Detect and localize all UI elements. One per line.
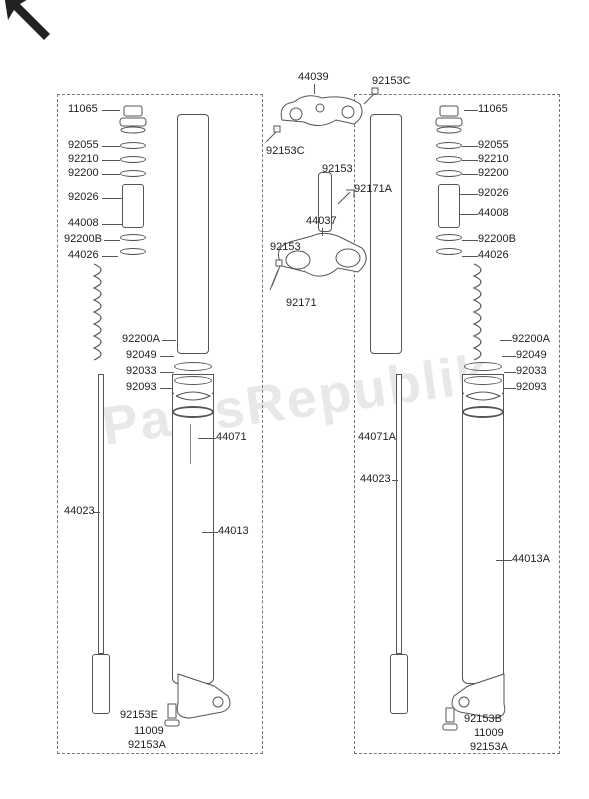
- right-seal-3: [462, 406, 504, 418]
- label: 92055: [68, 140, 99, 151]
- left-spring: [92, 264, 110, 364]
- label: 92033: [126, 366, 157, 377]
- label: 92153A: [128, 740, 166, 751]
- label: 11065: [478, 104, 508, 115]
- left-outer-upper-tube: [177, 114, 209, 354]
- left-cap: [118, 106, 148, 134]
- left-ring-2: [120, 156, 146, 163]
- orientation-arrow: [0, 0, 66, 52]
- right-ring-4: [436, 234, 462, 241]
- label: 44013A: [512, 554, 550, 565]
- label: 92026: [478, 188, 509, 199]
- label: 92200B: [478, 234, 516, 245]
- left-inner-tube-line: [190, 424, 196, 464]
- right-seal-1: [464, 362, 502, 371]
- right-spring: [472, 264, 490, 364]
- left-seal-3: [172, 406, 214, 418]
- left-bottom-bolt: [162, 704, 182, 730]
- label: 92153C: [372, 76, 411, 87]
- left-ring-1: [120, 142, 146, 149]
- label: 11009: [474, 728, 504, 739]
- label: 92049: [516, 350, 547, 361]
- lower-clamp-bolt-l: [268, 260, 284, 290]
- left-piston-base: [92, 654, 110, 714]
- label: 92200A: [122, 334, 160, 345]
- label: 92093: [126, 382, 157, 393]
- label: 92026: [68, 192, 99, 203]
- upper-triple-clamp: [276, 90, 366, 134]
- right-ring-2: [436, 156, 462, 163]
- label: 92200: [478, 168, 509, 179]
- label: 92171A: [354, 184, 392, 195]
- right-ring-1: [436, 142, 462, 149]
- right-ring-5: [436, 248, 462, 255]
- right-snap-ring: [462, 390, 504, 402]
- label: 44071: [216, 432, 247, 443]
- label: 11065: [68, 104, 98, 115]
- upper-clamp-bolt-l: [264, 126, 282, 144]
- left-ring-3: [120, 170, 146, 177]
- label: 92200: [68, 168, 99, 179]
- upper-clamp-bolt-r: [362, 88, 380, 106]
- label: 92153: [322, 164, 353, 175]
- left-snap-ring: [172, 390, 214, 402]
- label: 44037: [306, 216, 337, 227]
- left-seal-1: [174, 362, 212, 371]
- label: 92210: [68, 154, 99, 165]
- label: 92093: [516, 382, 547, 393]
- label: 44013: [218, 526, 249, 537]
- right-piston-base: [390, 654, 408, 714]
- label: 44026: [478, 250, 509, 261]
- right-seal-2: [464, 376, 502, 385]
- lower-clamp-clip: [336, 188, 356, 208]
- right-ring-3: [436, 170, 462, 177]
- label: 44026: [68, 250, 99, 261]
- label: 44023: [360, 474, 391, 485]
- label: 92153E: [120, 710, 158, 721]
- label: 92153B: [464, 714, 502, 725]
- right-spacer-tube: [438, 184, 460, 228]
- left-lower-tube: [172, 374, 214, 684]
- parts-diagram: 11065 92055 92210 92200 92026 44008 9220…: [22, 34, 567, 764]
- label: 92153A: [470, 742, 508, 753]
- right-lower-tube: [462, 374, 504, 684]
- right-outer-upper-tube: [370, 114, 402, 354]
- left-ring-4: [120, 234, 146, 241]
- label: 92200B: [64, 234, 102, 245]
- right-piston-rod: [396, 374, 402, 654]
- label: 92049: [126, 350, 157, 361]
- right-cap: [434, 106, 464, 134]
- left-piston-rod: [98, 374, 104, 654]
- left-seal-2: [174, 376, 212, 385]
- left-ring-5: [120, 248, 146, 255]
- label: 11009: [134, 726, 164, 737]
- label: 44071A: [358, 432, 396, 443]
- label: 44023: [64, 506, 95, 517]
- label: 92055: [478, 140, 509, 151]
- label: 92210: [478, 154, 509, 165]
- lower-triple-clamp: [272, 230, 372, 286]
- label: 92200A: [512, 334, 550, 345]
- right-bottom-bolt: [440, 708, 460, 734]
- left-spacer-tube: [122, 184, 144, 228]
- label: 44008: [478, 208, 509, 219]
- label: 92171: [286, 298, 317, 309]
- label: 92033: [516, 366, 547, 377]
- label: 44008: [68, 218, 99, 229]
- label: 44039: [298, 72, 329, 83]
- label: 92153: [270, 242, 301, 253]
- label: 92153C: [266, 146, 305, 157]
